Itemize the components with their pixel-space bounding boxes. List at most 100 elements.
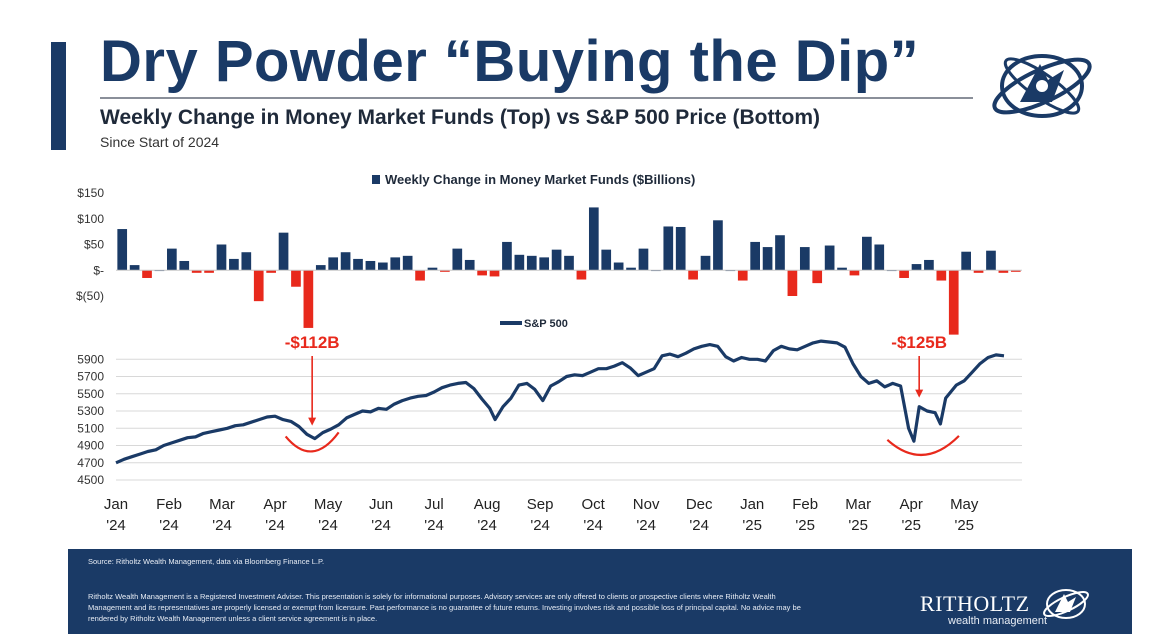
x-tick-year: '25 [901, 517, 921, 534]
x-tick-month: Oct [581, 496, 605, 513]
dip-highlight-curve [886, 435, 960, 456]
line-y-tick-label: 5100 [77, 421, 104, 435]
mmf-bar [142, 270, 152, 278]
bar-y-tick-label: $(50) [76, 289, 104, 303]
sp500-line [115, 339, 1005, 465]
mmf-bar [328, 257, 339, 271]
page-subtitle: Weekly Change in Money Market Funds (Top… [100, 106, 820, 129]
x-tick-month: Jun [369, 496, 393, 513]
date-range-caption: Since Start of 2024 [100, 134, 220, 150]
bar-y-tick-label: $150 [77, 186, 104, 200]
mmf-bar [762, 247, 773, 271]
mmf-bar [874, 244, 885, 271]
x-tick-year: '24 [530, 517, 550, 534]
title-accent-bar [51, 42, 66, 150]
mmf-bar [688, 270, 698, 280]
disclaimer-text: Ritholtz Wealth Management is a Register… [88, 592, 801, 623]
mmf-bar [824, 245, 835, 271]
mmf-bar [837, 267, 847, 271]
mmf-bar [179, 260, 190, 271]
x-tick-year: '25 [742, 517, 762, 534]
mmf-bar [737, 270, 748, 281]
line-y-tick-label: 5500 [77, 387, 104, 401]
x-tick-month: Mar [209, 496, 235, 513]
brand-tagline: wealth management [948, 615, 1048, 627]
mmf-bar [638, 248, 649, 271]
mmf-bar [588, 207, 599, 271]
x-tick-month: May [314, 496, 343, 513]
mmf-bar [601, 249, 612, 271]
x-tick-year: '24 [636, 517, 656, 534]
x-tick-year: '24 [106, 517, 126, 534]
mmf-bar [241, 252, 252, 271]
x-tick-year: '25 [848, 517, 868, 534]
dip-annotation-label: -$112B [285, 333, 340, 352]
mmf-bar [626, 267, 636, 271]
mmf-bar [675, 226, 686, 271]
mmf-bar [378, 262, 388, 271]
mmf-bar [353, 258, 363, 271]
mmf-bar [229, 258, 239, 271]
x-tick-month: Jan [740, 496, 764, 513]
mmf-bar [862, 236, 872, 271]
mmf-bar [849, 270, 860, 276]
ritholtz-footer-logo-icon [1043, 589, 1089, 619]
x-tick-month: Aug [474, 496, 501, 513]
bar-y-tick-label: $50 [84, 238, 104, 252]
x-tick-month: Jan [104, 496, 128, 513]
bar-legend-swatch [372, 175, 380, 184]
x-tick-year: '24 [212, 517, 232, 534]
mmf-bar [452, 248, 463, 271]
mmf-bar [973, 270, 984, 273]
mmf-bar [775, 235, 785, 271]
x-tick-year: '24 [424, 517, 444, 534]
mmf-bar [129, 265, 140, 271]
mmf-bar [713, 220, 723, 271]
x-tick-year: '24 [477, 517, 497, 534]
x-tick-year: '24 [371, 517, 391, 534]
mmf-bar [514, 254, 525, 271]
mmf-bar [278, 232, 289, 271]
ritholtz-globe-logo-icon [992, 54, 1092, 118]
x-tick-year: '24 [583, 517, 603, 534]
mmf-bar [961, 251, 971, 271]
x-tick-month: Apr [263, 496, 286, 513]
x-tick-year: '24 [318, 517, 338, 534]
mmf-bar [526, 255, 537, 271]
x-tick-year: '25 [795, 517, 815, 534]
dip-annotation-label: -$125B [891, 333, 947, 352]
line-legend-label: S&P 500 [524, 318, 568, 330]
mmf-bar [315, 265, 326, 271]
x-tick-year: '24 [159, 517, 179, 534]
mmf-bar [365, 260, 376, 271]
mmf-bar [663, 226, 674, 271]
mmf-bar [204, 270, 214, 273]
mmf-bar [700, 255, 711, 271]
x-tick-month: Feb [792, 496, 818, 513]
mmf-bar [613, 262, 624, 271]
line-y-tick-label: 5900 [77, 352, 104, 366]
source-note: Source: Ritholtz Wealth Management, data… [88, 557, 325, 566]
mmf-bar [576, 270, 587, 280]
x-tick-month: Apr [900, 496, 923, 513]
mmf-bar [551, 249, 562, 271]
mmf-bar [167, 248, 177, 271]
mmf-bar [564, 255, 574, 271]
footer-panel: Source: Ritholtz Wealth Management, data… [68, 549, 1132, 634]
mmf-bar [911, 264, 922, 271]
x-tick-year: '25 [954, 517, 974, 534]
x-tick-month: Nov [633, 496, 660, 513]
line-y-tick-label: 4900 [77, 439, 104, 453]
mmf-bar [266, 270, 276, 273]
mmf-bar [253, 270, 264, 302]
x-tick-month: Mar [845, 496, 871, 513]
bar-y-tick-label: $100 [77, 212, 104, 226]
mmf-bar [427, 267, 438, 271]
line-y-tick-label: 5300 [77, 404, 104, 418]
mmf-bar [799, 247, 810, 271]
line-y-tick-label: 4700 [77, 456, 104, 470]
x-tick-month: May [950, 496, 979, 513]
mmf-bar [539, 257, 550, 271]
mmf-bar [291, 270, 301, 287]
mmf-bar [812, 270, 823, 284]
